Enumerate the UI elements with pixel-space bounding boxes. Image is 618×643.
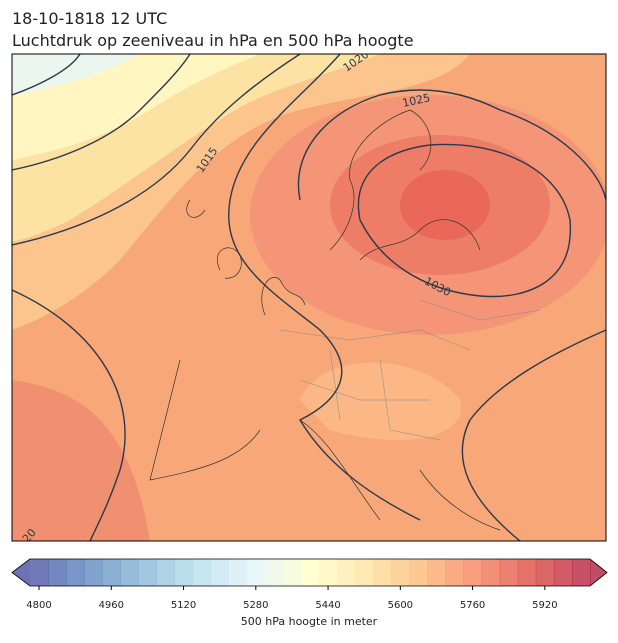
colorbar-tick-label: 4800 xyxy=(26,600,51,611)
colorbar-cell xyxy=(571,559,591,586)
colorbar: 4800 4960 5120 5280 5440 5600 5760 5920 xyxy=(11,558,608,611)
colorbar-cell xyxy=(391,559,410,586)
colorbar-cell xyxy=(264,559,284,586)
colorbar-cell xyxy=(445,559,465,586)
colorbar-cell xyxy=(48,559,67,586)
colorbar-tick-label: 5280 xyxy=(243,600,268,611)
colorbar-tick-label: 5760 xyxy=(460,600,485,611)
colorbar-outline xyxy=(11,558,608,587)
colorbar-cell xyxy=(210,559,230,586)
colorbar-cell xyxy=(156,559,176,586)
colorbar-label: 500 hPa hoogte in meter xyxy=(241,615,378,628)
colorbar-tick-label: 5120 xyxy=(171,600,196,611)
colorbar-cell xyxy=(174,559,194,586)
colorbar-cell xyxy=(481,559,501,586)
colorbar-cell xyxy=(499,559,519,586)
colorbar-cell xyxy=(30,559,49,586)
subtitle: Luchtdruk op zeeniveau in hPa en 500 hPa… xyxy=(12,31,414,50)
colorbar-extend-low xyxy=(12,559,30,586)
colorbar-tick-label: 5600 xyxy=(388,600,413,611)
map: 1020 1025 1015 1030 20 xyxy=(12,54,606,541)
colorbar-cell xyxy=(102,559,121,586)
colorbar-cell xyxy=(246,559,266,586)
colorbar-cell xyxy=(553,559,573,586)
colorbar-cell xyxy=(355,559,374,586)
colorbar-cell xyxy=(337,559,356,586)
colorbar-cell xyxy=(66,559,85,586)
colorbar-cell xyxy=(120,559,139,586)
colorbar-tick-label: 4960 xyxy=(99,600,124,611)
colorbar-extend-high xyxy=(590,559,607,586)
title: 18-10-1818 12 UTC xyxy=(12,9,167,28)
colorbar-cell xyxy=(192,559,212,586)
contour-label: 1025 xyxy=(401,91,431,110)
colorbar-cell xyxy=(373,559,392,586)
colorbar-cell xyxy=(463,559,483,586)
colorbar-cell xyxy=(84,559,103,586)
colorbar-cell xyxy=(300,559,320,586)
colorbar-cell xyxy=(138,559,157,586)
map-frame xyxy=(11,53,607,542)
colorbar-cell xyxy=(409,559,428,586)
colorbar-tick-label: 5920 xyxy=(532,600,557,611)
colorbar-cell xyxy=(535,559,555,586)
colorbar-tick-label: 5440 xyxy=(315,600,340,611)
colorbar-cell xyxy=(319,559,338,586)
colorbar-cell xyxy=(517,559,537,586)
colorbar-cell xyxy=(427,559,446,586)
colorbar-cell xyxy=(228,559,248,586)
colorbar-cell xyxy=(282,559,302,586)
